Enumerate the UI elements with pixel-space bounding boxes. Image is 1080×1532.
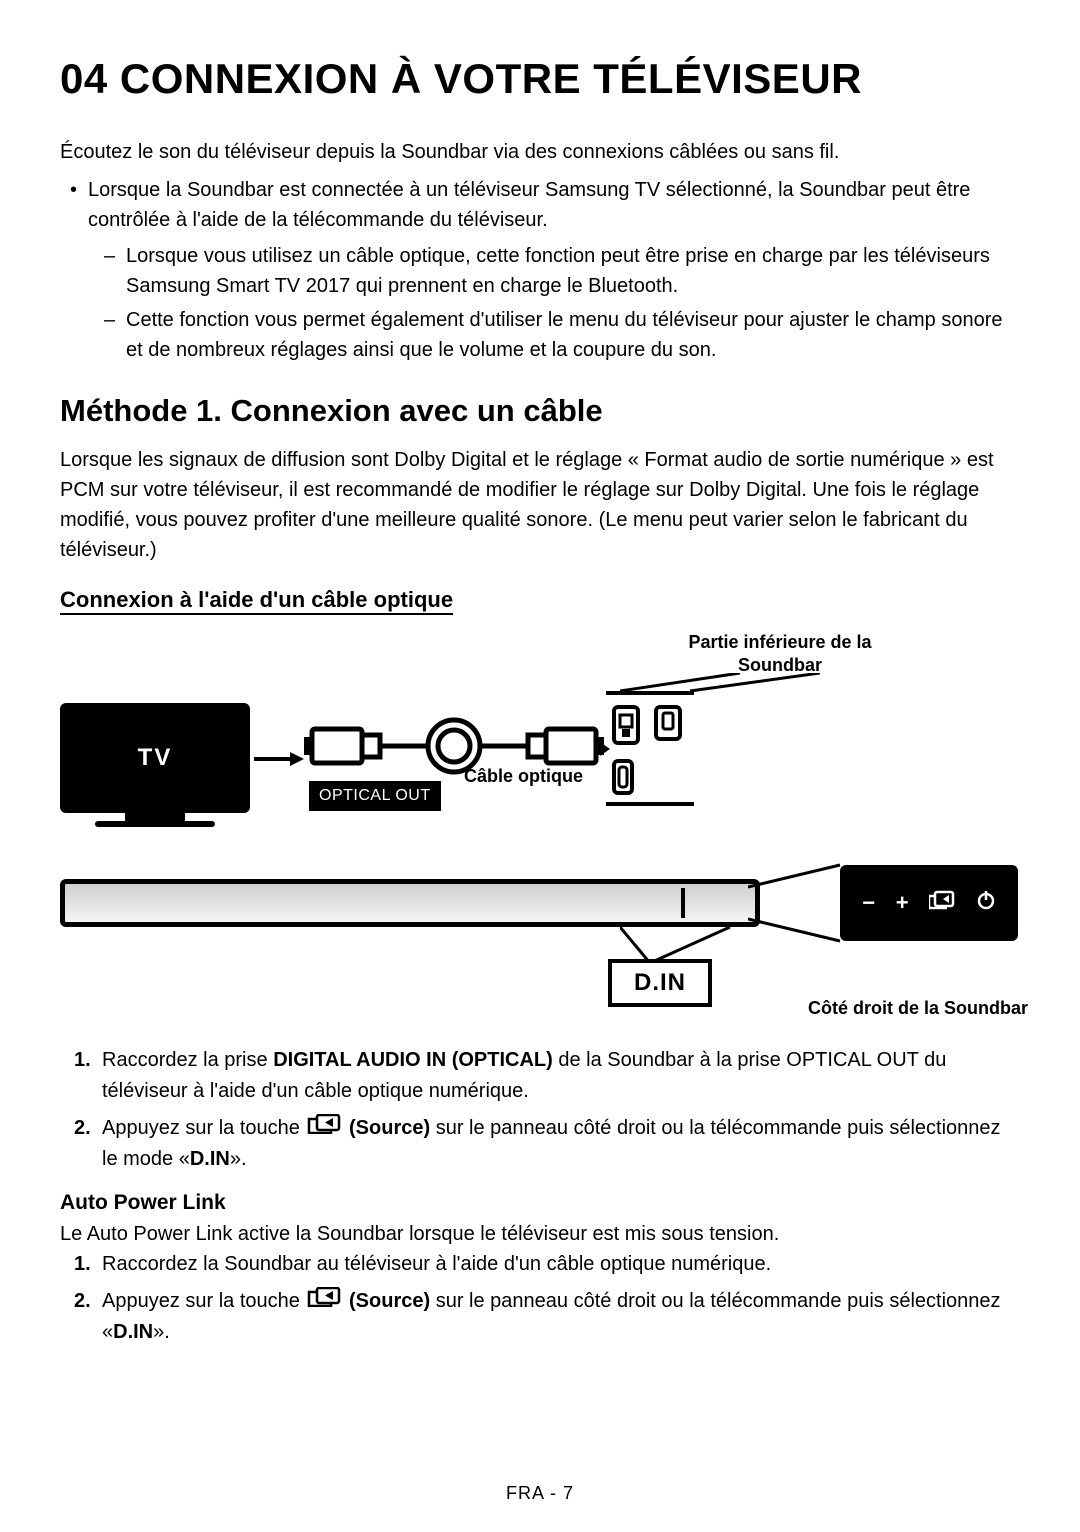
source-icon [929,890,955,916]
step-item: Raccordez la prise DIGITAL AUDIO IN (OPT… [102,1045,1020,1107]
section-heading: Méthode 1. Connexion avec un câble [60,393,1020,429]
step-item: Raccordez la Soundbar au téléviseur à l'… [102,1249,1020,1280]
ports-graphic [606,691,694,806]
cable-graphic: Câble optique OPTICAL OUT [304,711,604,811]
bullet-item: Lorsque la Soundbar est connectée à un t… [88,175,1020,365]
step-item: Appuyez sur la touche (Source) sur le pa… [102,1113,1020,1175]
source-icon [307,1113,341,1144]
cable-label: Câble optique [464,765,583,788]
power-icon [976,890,996,916]
page-title: 04 CONNEXION À VOTRE TÉLÉVISEUR [60,55,1020,103]
diagram-top-label: Partie inférieure de la Soundbar [650,631,910,678]
din-label: D.IN [608,959,712,1007]
step-item: Appuyez sur la touche (Source) sur le pa… [102,1286,1020,1348]
intro-text: Écoutez le son du téléviseur depuis la S… [60,138,1020,167]
dash-item: Lorsque vous utilisez un câble optique, … [126,241,1020,301]
callout-line [620,673,820,703]
subsection-heading: Connexion à l'aide d'un câble optique [60,587,1020,613]
plus-icon: + [896,890,909,916]
soundbar-graphic [60,879,760,927]
connection-diagram: Partie inférieure de la Soundbar TV [60,631,1020,1021]
callout-line [620,927,740,963]
tv-label: TV [138,744,173,772]
dash-item: Cette fonction vous permet également d'u… [126,305,1020,365]
diagram-right-label: Côté droit de la Soundbar [748,997,1028,1020]
minus-icon: − [862,890,875,916]
arrow-icon [254,749,304,769]
auto-power-link-heading: Auto Power Link [60,1191,1020,1215]
callout-line [748,863,848,947]
section-paragraph: Lorsque les signaux de diffusion sont Do… [60,445,1020,565]
control-panel-graphic: − + [840,865,1018,941]
bullet-text: Lorsque la Soundbar est connectée à un t… [88,179,970,231]
tv-graphic: TV [60,703,250,823]
page-footer: FRA - 7 [0,1483,1080,1504]
source-icon [307,1286,341,1317]
optical-out-label: OPTICAL OUT [309,781,441,811]
apl-intro: Le Auto Power Link active la Soundbar lo… [60,1219,1020,1249]
